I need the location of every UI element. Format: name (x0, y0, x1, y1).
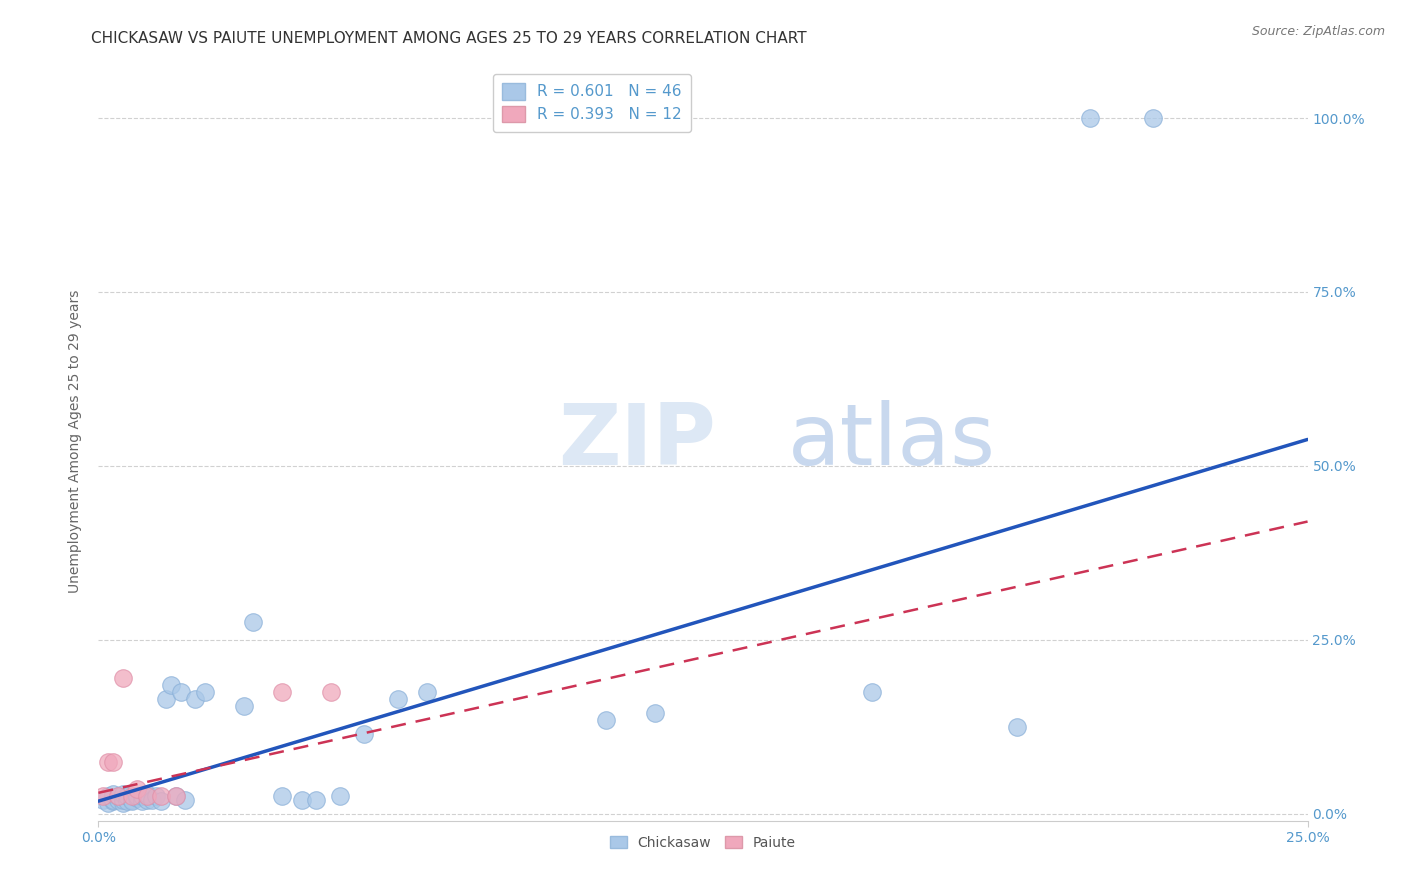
Text: ZIP: ZIP (558, 400, 716, 483)
Point (141, 793, 163, 807)
Point (165, 789, 187, 804)
Point (174, 793, 197, 807)
Point (121, 794, 143, 808)
Point (595, 713, 617, 727)
Point (329, 789, 352, 804)
Point (121, 793, 143, 807)
Point (150, 794, 173, 808)
Point (107, 793, 129, 807)
Point (101, 793, 124, 807)
Point (242, 615, 264, 630)
Point (131, 794, 153, 808)
Point (111, 671, 134, 685)
Point (145, 789, 167, 804)
Point (319, 685, 342, 699)
Point (127, 791, 149, 805)
Point (169, 685, 191, 699)
Point (101, 787, 124, 801)
Point (860, 685, 883, 699)
Point (290, 793, 312, 807)
Point (184, 692, 207, 706)
Point (117, 789, 139, 804)
Point (194, 685, 217, 699)
Point (135, 793, 157, 807)
Point (121, 789, 143, 804)
Point (387, 692, 409, 706)
Point (160, 678, 183, 692)
Point (135, 787, 157, 801)
Point (305, 793, 328, 807)
Point (91, 789, 114, 804)
Point (107, 789, 129, 804)
Point (127, 782, 149, 797)
Point (97, 755, 120, 769)
Text: Source: ZipAtlas.com: Source: ZipAtlas.com (1251, 25, 1385, 38)
Point (131, 789, 153, 804)
Point (353, 727, 375, 741)
Point (232, 698, 254, 713)
Text: atlas: atlas (787, 400, 995, 483)
Point (1078, 111, 1101, 125)
Legend: Chickasaw, Paiute: Chickasaw, Paiute (605, 830, 801, 855)
Point (91, 793, 114, 807)
Point (271, 789, 294, 804)
Point (97, 797, 120, 811)
Point (117, 794, 139, 808)
Point (271, 685, 294, 699)
Point (101, 755, 124, 769)
Point (1007, 720, 1029, 734)
Point (101, 794, 124, 808)
Point (155, 692, 177, 706)
Text: CHICKASAW VS PAIUTE UNEMPLOYMENT AMONG AGES 25 TO 29 YEARS CORRELATION CHART: CHICKASAW VS PAIUTE UNEMPLOYMENT AMONG A… (91, 31, 807, 46)
Point (97, 789, 120, 804)
Point (1142, 111, 1164, 125)
Point (127, 789, 149, 804)
Point (111, 797, 134, 811)
Point (111, 793, 134, 807)
Y-axis label: Unemployment Among Ages 25 to 29 years: Unemployment Among Ages 25 to 29 years (69, 290, 83, 593)
Point (107, 789, 129, 804)
Point (165, 789, 187, 804)
Point (111, 787, 134, 801)
Point (644, 706, 666, 720)
Point (150, 789, 173, 804)
Point (416, 685, 439, 699)
Point (135, 789, 157, 804)
